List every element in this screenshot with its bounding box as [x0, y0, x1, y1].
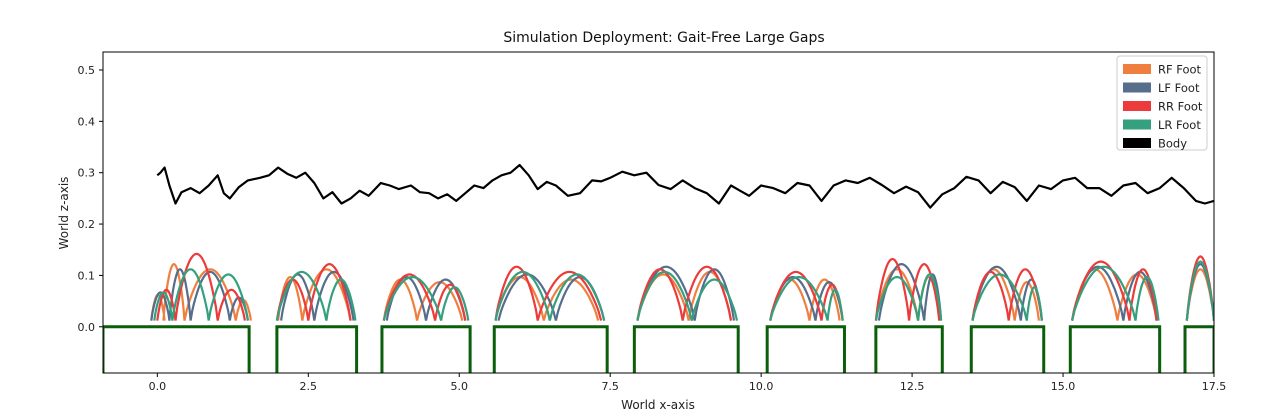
legend-label: LR Foot — [1158, 118, 1201, 132]
legend: RF Foot LF Foot RR Foot LR Foot Body — [1116, 55, 1208, 151]
y-tick-label: 0.5 — [78, 64, 96, 77]
x-tick-label: 12.5 — [900, 380, 925, 393]
legend-swatch — [1123, 64, 1151, 74]
y-tick-label: 0.4 — [78, 115, 96, 128]
legend-label: RR Foot — [1158, 100, 1203, 114]
x-tick-label: 10.0 — [749, 380, 774, 393]
series-lr-foot — [153, 260, 1214, 321]
axes: 0.0 2.5 5.0 7.5 10.0 12.5 15.0 17.5 0.0 0.1 0.2 0.3… — [78, 51, 1227, 393]
legend-swatch — [1123, 119, 1151, 130]
y-tick-label: 0.3 — [78, 167, 96, 180]
y-tick-label: 0.2 — [78, 218, 96, 231]
y-tick-label: 0.1 — [78, 269, 96, 282]
legend-swatch — [1123, 138, 1151, 148]
x-tick-label: 0.0 — [149, 380, 167, 393]
x-tick-label: 15.0 — [1051, 380, 1076, 393]
series-body — [156, 163, 1214, 209]
legend-label: RF Foot — [1158, 63, 1202, 77]
legend-swatch — [1123, 82, 1151, 93]
x-tick-label: 7.5 — [601, 380, 619, 393]
x-tick-label: 2.5 — [300, 380, 318, 393]
x-tick-label: 5.0 — [450, 380, 468, 393]
terrain-line — [103, 325, 1214, 373]
y-axis-label: World z-axis — [57, 177, 71, 250]
chart-title: Simulation Deployment: Gait-Free Large G… — [503, 30, 824, 46]
y-tick-label: 0.0 — [78, 321, 96, 334]
x-tick-label: 17.5 — [1202, 380, 1227, 393]
legend-label: LF Foot — [1158, 81, 1200, 95]
x-axis-label: World x-axis — [621, 398, 695, 412]
plot-area — [103, 163, 1214, 373]
series-rr-foot — [156, 252, 1214, 321]
legend-swatch — [1123, 101, 1151, 111]
axes-frame — [102, 51, 1215, 374]
legend-label: Body — [1158, 137, 1187, 151]
